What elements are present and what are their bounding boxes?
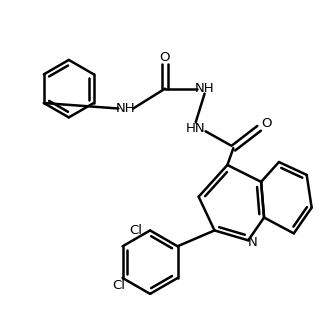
Text: Cl: Cl xyxy=(130,224,143,237)
Text: HN: HN xyxy=(186,122,205,135)
Text: N: N xyxy=(247,236,257,249)
Text: O: O xyxy=(261,117,271,130)
Text: NH: NH xyxy=(195,82,214,95)
Text: Cl: Cl xyxy=(112,280,125,292)
Text: O: O xyxy=(160,51,170,64)
Text: NH: NH xyxy=(115,102,135,115)
